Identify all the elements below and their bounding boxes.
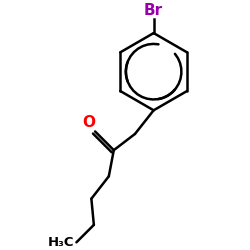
Text: H₃C: H₃C: [48, 236, 74, 249]
Text: O: O: [82, 115, 96, 130]
Text: Br: Br: [144, 3, 163, 18]
